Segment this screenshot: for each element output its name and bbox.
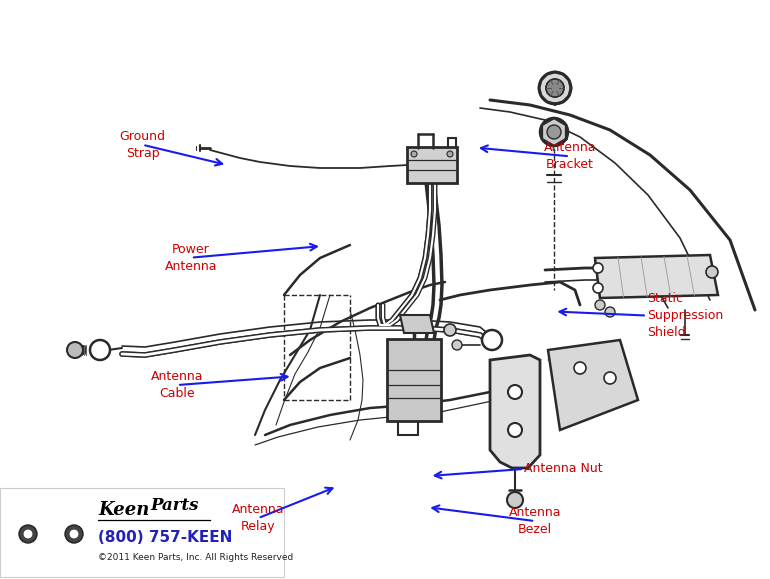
Circle shape	[65, 525, 83, 543]
Circle shape	[447, 151, 453, 157]
Text: Power
Antenna: Power Antenna	[165, 243, 217, 273]
Circle shape	[540, 118, 568, 146]
Text: ©2011 Keen Parts, Inc. All Rights Reserved: ©2011 Keen Parts, Inc. All Rights Reserv…	[98, 552, 293, 562]
Circle shape	[605, 307, 615, 317]
Polygon shape	[490, 355, 540, 468]
Circle shape	[508, 423, 522, 437]
Text: Keen: Keen	[98, 501, 149, 519]
Polygon shape	[595, 255, 718, 298]
Circle shape	[539, 72, 571, 104]
Text: Ground
Strap: Ground Strap	[119, 130, 166, 160]
Text: Parts: Parts	[150, 497, 199, 515]
Text: Antenna
Bezel: Antenna Bezel	[509, 506, 561, 536]
Circle shape	[706, 266, 718, 278]
Circle shape	[411, 151, 417, 157]
FancyBboxPatch shape	[0, 488, 284, 577]
Circle shape	[452, 340, 462, 350]
Circle shape	[508, 385, 522, 399]
Polygon shape	[548, 340, 638, 430]
Circle shape	[593, 283, 603, 293]
Circle shape	[69, 529, 79, 539]
Text: (800) 757-KEEN: (800) 757-KEEN	[98, 530, 233, 545]
Circle shape	[574, 362, 586, 374]
Circle shape	[444, 324, 456, 336]
Circle shape	[546, 79, 564, 97]
Circle shape	[547, 125, 561, 139]
Text: Antenna
Bracket: Antenna Bracket	[544, 141, 596, 171]
Circle shape	[23, 529, 33, 539]
Circle shape	[595, 300, 605, 310]
Circle shape	[67, 342, 83, 358]
Circle shape	[604, 372, 616, 384]
FancyBboxPatch shape	[387, 339, 441, 421]
Circle shape	[90, 340, 110, 360]
Circle shape	[507, 492, 523, 508]
Polygon shape	[400, 315, 434, 333]
Text: Antenna
Cable: Antenna Cable	[151, 370, 203, 400]
Text: Antenna
Relay: Antenna Relay	[232, 503, 284, 533]
Circle shape	[593, 263, 603, 273]
Circle shape	[19, 525, 37, 543]
Circle shape	[482, 330, 502, 350]
Text: Static
Suppression
Shield: Static Suppression Shield	[647, 292, 723, 339]
FancyBboxPatch shape	[407, 147, 457, 183]
Text: Antenna Nut: Antenna Nut	[524, 463, 602, 475]
